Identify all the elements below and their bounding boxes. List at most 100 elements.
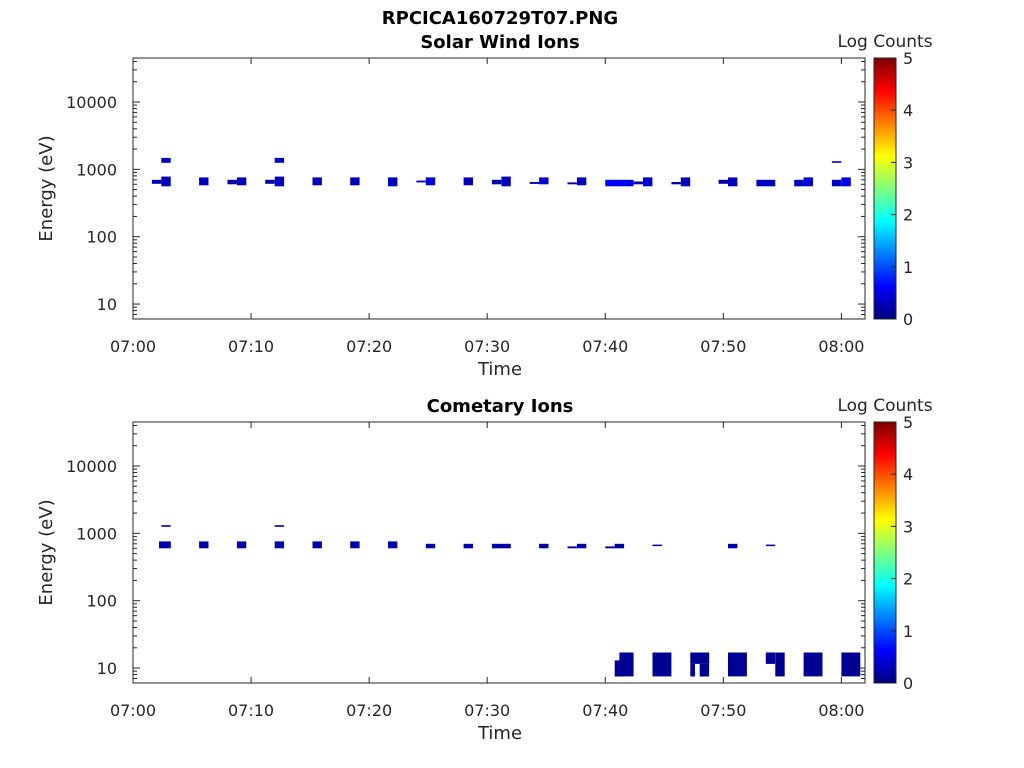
x-axis: 07:00 07:10 07:20 07:30 07:40 07:50 08:00 Time [110, 422, 864, 744]
colorbar-tick-label: 0 [903, 310, 913, 329]
y-tick-label: 10000 [66, 93, 117, 112]
panels: 07:00 07:10 07:20 07:30 07:40 07:50 08:00 Time 1… [36, 32, 933, 744]
heatmap-cell [756, 179, 776, 187]
x-tick-label: 07:10 [228, 337, 274, 356]
x-tick-label: 07:30 [464, 337, 510, 356]
colorbar-label: Log Counts [837, 32, 932, 52]
heatmap-cell [312, 177, 322, 186]
heatmap-cell [350, 541, 360, 549]
heatmap-cell [312, 541, 322, 549]
heatmap-cell [643, 177, 653, 187]
heatmap-cell [652, 544, 662, 547]
heatmap-cell [728, 652, 747, 677]
heatmap-cell [775, 652, 785, 677]
x-tick-label: 07:20 [346, 701, 392, 720]
plot-area [133, 422, 865, 683]
colorbar-label: Log Counts [837, 396, 932, 416]
heatmap-cell [765, 652, 776, 664]
heatmap-cell [529, 182, 540, 184]
x-tick-label: 07:10 [228, 701, 274, 720]
y-tick-label: 10000 [66, 457, 117, 476]
heatmap-cell [274, 541, 285, 549]
x-axis-label: Time [477, 359, 522, 380]
heatmap-cell [265, 179, 275, 184]
heatmap-cell [161, 157, 171, 163]
panel-title: Cometary Ions [427, 396, 574, 417]
colorbar-tick-label: 0 [903, 674, 913, 693]
heatmap-cell [491, 543, 511, 549]
heatmap-cell [699, 664, 710, 677]
heatmap-cell [619, 652, 634, 677]
heatmap-cell [803, 652, 823, 677]
heatmap-cell [274, 525, 285, 527]
colorbar-tick-label: 5 [903, 413, 913, 432]
heatmap-cell [794, 179, 804, 187]
axes-box [132, 421, 866, 684]
heatmap-cell [425, 177, 436, 186]
heatmap-cell [841, 652, 861, 677]
heatmap-cell [652, 652, 672, 677]
heatmap-cell [199, 541, 209, 549]
heatmap-cells [159, 525, 861, 677]
heatmap-cell [388, 177, 398, 187]
heatmap-cell [567, 546, 577, 549]
y-axis-label: Energy (eV) [36, 135, 57, 241]
x-tick-label: 07:40 [582, 337, 628, 356]
colorbar-tick-label: 3 [903, 153, 913, 172]
heatmap-cell [236, 541, 247, 549]
x-tick-label: 08:00 [818, 337, 864, 356]
colorbar-tick-label: 1 [903, 622, 913, 641]
heatmap-cell [614, 543, 625, 549]
heatmap-cell [605, 546, 615, 549]
heatmap-cell [718, 179, 728, 184]
heatmap-cell [501, 176, 511, 187]
heatmap-cell [605, 179, 625, 187]
heatmap-cell [765, 544, 776, 547]
panel-cometary-ions: 07:00 07:10 07:20 07:30 07:40 07:50 08:00 Time 1… [36, 396, 933, 744]
heatmap-cell [227, 179, 237, 185]
heatmap-cell [690, 652, 710, 664]
colorbar-gradient [873, 421, 897, 684]
colorbar-tick-label: 3 [903, 517, 913, 536]
colorbar-tick-label: 4 [903, 101, 913, 120]
panel-title: Solar Wind Ions [420, 32, 579, 53]
y-tick-label: 1000 [76, 524, 117, 543]
y-tick-label: 10 [97, 659, 117, 678]
plot-area [133, 58, 865, 319]
heatmap-cell [151, 179, 162, 184]
y-tick-label: 1000 [76, 160, 117, 179]
heatmap-cell [539, 543, 549, 549]
colorbar-tick-label: 2 [903, 206, 913, 225]
heatmap-cell [671, 182, 681, 185]
heatmap-cell [690, 664, 695, 677]
heatmap-cell [680, 177, 691, 187]
heatmap-cell [425, 543, 436, 549]
heatmap-cell [463, 543, 473, 549]
x-tick-label: 07:40 [582, 701, 628, 720]
x-tick-label: 07:00 [110, 337, 156, 356]
heatmap-cell [539, 177, 549, 185]
x-tick-label: 07:50 [700, 337, 746, 356]
heatmap-cell [161, 525, 171, 527]
heatmap-cell [624, 179, 634, 187]
colorbar-tick-label: 4 [903, 465, 913, 484]
colorbar-tick-label: 5 [903, 49, 913, 68]
heatmap-cells [151, 157, 851, 187]
x-tick-label: 07:30 [464, 701, 510, 720]
colorbar-tick-label: 2 [903, 570, 913, 589]
x-tick-label: 07:20 [346, 337, 392, 356]
heatmap-cell [274, 176, 285, 187]
heatmap-cell [159, 541, 171, 549]
x-tick-label: 07:50 [700, 701, 746, 720]
y-tick-label: 10 [97, 295, 117, 314]
axes-box [132, 57, 866, 320]
heatmap-cell [728, 543, 738, 549]
heatmap-cell [463, 177, 473, 186]
panel-solar-wind-ions: 07:00 07:10 07:20 07:30 07:40 07:50 08:00 Time 1… [36, 32, 933, 380]
heatmap-cell [576, 177, 587, 186]
colorbar-gradient [873, 57, 897, 320]
figure-title: RPCICA160729T07.PNG [382, 8, 618, 29]
y-axis: 10 100 1000 10000 Energy (eV) [36, 60, 865, 320]
